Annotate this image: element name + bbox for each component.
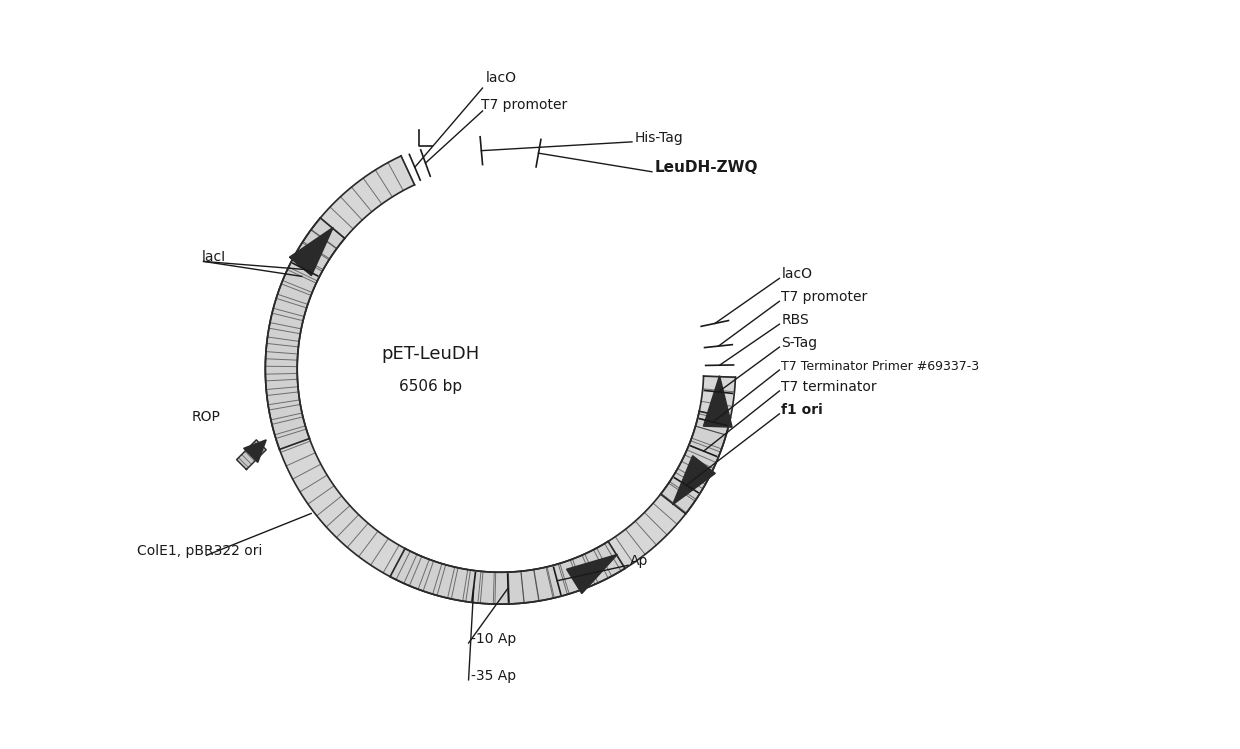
Text: T7 promoter: T7 promoter [481, 98, 567, 112]
Text: pET-LeuDH: pET-LeuDH [382, 345, 480, 363]
Text: His-Tag: His-Tag [635, 131, 683, 145]
Text: T7 terminator: T7 terminator [781, 380, 877, 394]
Text: ROP: ROP [192, 410, 221, 424]
Polygon shape [672, 455, 715, 505]
Polygon shape [265, 156, 735, 604]
Polygon shape [391, 542, 625, 604]
Text: -10 Ap: -10 Ap [470, 632, 516, 646]
Polygon shape [244, 440, 267, 462]
Text: 6506 bp: 6506 bp [399, 380, 463, 395]
Polygon shape [237, 440, 267, 470]
Polygon shape [265, 218, 345, 449]
Text: T7 Terminator Primer #69337-3: T7 Terminator Primer #69337-3 [781, 360, 980, 373]
Text: lacI: lacI [202, 250, 226, 264]
Polygon shape [703, 376, 732, 427]
Text: S-Tag: S-Tag [781, 336, 817, 350]
Text: -35 Ap: -35 Ap [470, 669, 516, 683]
Polygon shape [289, 228, 334, 276]
Text: RBS: RBS [781, 313, 810, 327]
Text: LeuDH-ZWQ: LeuDH-ZWQ [655, 160, 759, 175]
Text: Ap: Ap [630, 554, 649, 568]
Text: f1 ori: f1 ori [781, 403, 823, 417]
Text: lacO: lacO [781, 267, 812, 282]
Polygon shape [661, 411, 730, 514]
Text: ColE1, pBR322 ori: ColE1, pBR322 ori [136, 545, 262, 558]
Text: lacO: lacO [486, 71, 517, 85]
Text: T7 promoter: T7 promoter [781, 291, 868, 304]
Polygon shape [567, 554, 618, 593]
